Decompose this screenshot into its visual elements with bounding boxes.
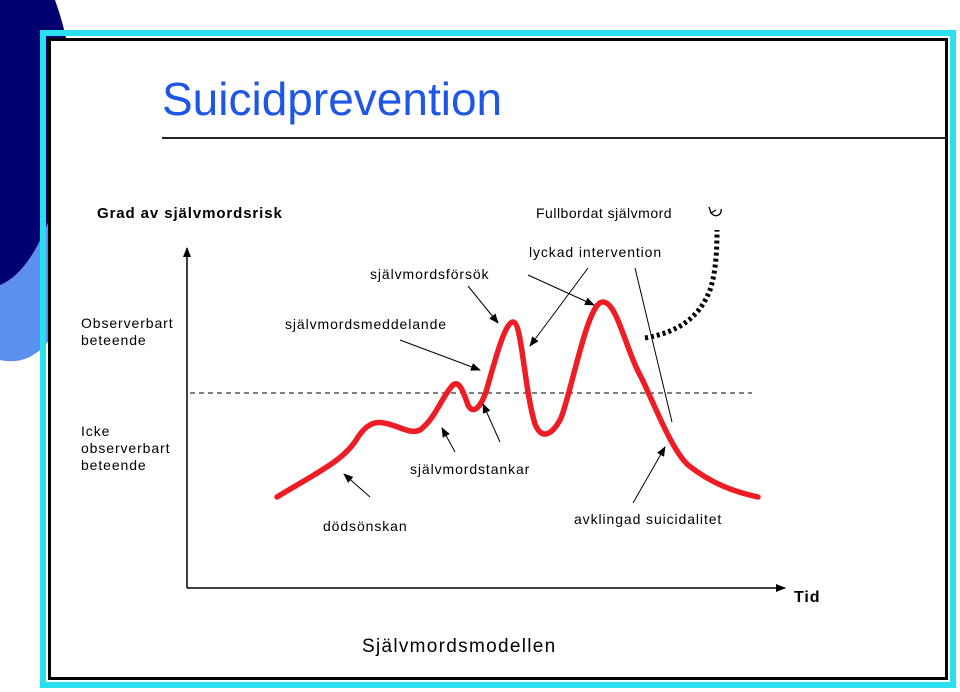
label-suicide-communication: självmordsmeddelande	[285, 316, 447, 332]
label-declining-suicidality: avklingad suicidalitet	[574, 511, 723, 527]
observable-line-1: Observerbart	[81, 315, 174, 331]
label-successful-intervention: lyckad intervention	[529, 244, 663, 260]
arrow-suicide-attempt	[467, 285, 499, 324]
label-completed-suicide: Fullbordat självmord	[536, 205, 673, 221]
not-observable-line-1: Icke	[81, 423, 111, 439]
observable-behaviour-label: Observerbart beteende	[81, 315, 191, 349]
arrow-declining	[632, 446, 666, 504]
not-observable-line-3: beteende	[81, 457, 147, 473]
slide-frame-outer	[40, 30, 956, 688]
risk-curve	[274, 299, 761, 500]
not-observable-line-2: observerbart	[81, 440, 171, 456]
label-suicidal-thoughts: självmordstankar	[410, 461, 531, 477]
observable-line-2: beteende	[81, 332, 147, 348]
x-axis-label: Tid	[794, 589, 821, 606]
label-death-wish: dödsönskan	[323, 518, 408, 534]
arrow-intervention-b	[529, 267, 589, 347]
title-underline	[162, 137, 946, 139]
arrow-completed-suicide	[634, 267, 673, 423]
diagram-caption: Självmordsmodellen	[362, 636, 557, 657]
arrow-death-wish	[343, 473, 371, 498]
y-axis-label: Grad av självmordsrisk	[97, 205, 283, 222]
not-observable-behaviour-label: Icke observerbart beteende	[81, 423, 191, 474]
label-suicide-attempt: självmordsförsök	[370, 266, 490, 282]
arrow-thoughts-a	[441, 427, 456, 453]
slide-title: Suicidprevention	[162, 73, 503, 125]
completed-suicide-path	[644, 229, 720, 341]
arrow-thoughts-b	[482, 403, 501, 443]
arrow-suicide-communication	[399, 339, 481, 371]
arrow-intervention-a	[527, 274, 595, 306]
open-arrow-icon	[708, 206, 722, 217]
